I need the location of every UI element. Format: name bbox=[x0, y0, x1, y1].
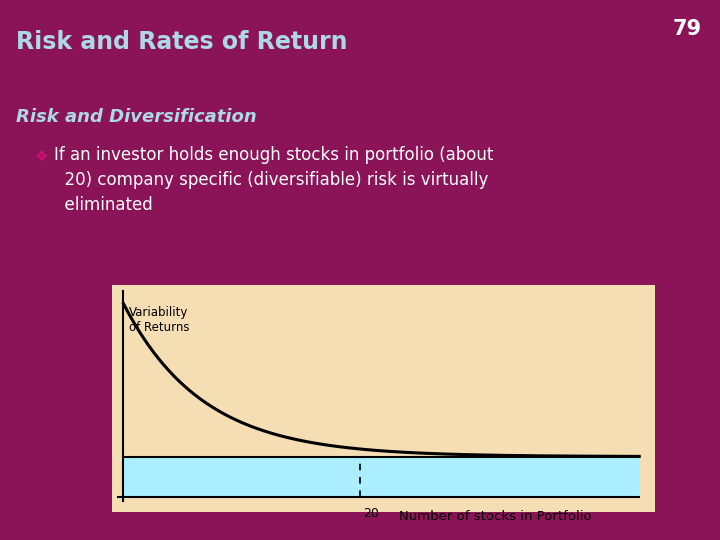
Bar bbox=[123, 457, 639, 497]
Text: Risk and Diversification: Risk and Diversification bbox=[16, 108, 256, 126]
Text: Number of stocks in Portfolio: Number of stocks in Portfolio bbox=[400, 510, 592, 523]
Text: 79: 79 bbox=[673, 19, 702, 39]
Text: Risk and Rates of Return: Risk and Rates of Return bbox=[16, 30, 347, 53]
Text: Variability
of Returns: Variability of Returns bbox=[130, 306, 190, 334]
Text: 20: 20 bbox=[364, 507, 379, 521]
Text: If an investor holds enough stocks in portfolio (about
  20) company specific (d: If an investor holds enough stocks in po… bbox=[54, 146, 493, 214]
Text: ❖: ❖ bbox=[35, 148, 48, 164]
